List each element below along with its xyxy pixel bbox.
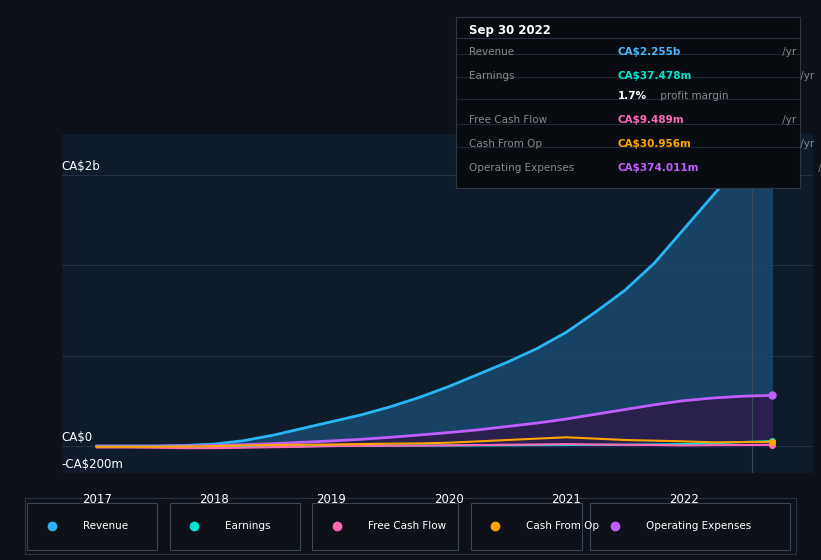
Text: Operating Expenses: Operating Expenses bbox=[470, 163, 575, 173]
Text: Operating Expenses: Operating Expenses bbox=[646, 521, 751, 531]
Text: CA$2b: CA$2b bbox=[62, 160, 100, 173]
Text: Earnings: Earnings bbox=[470, 71, 515, 81]
Text: 2018: 2018 bbox=[200, 493, 229, 506]
Text: 2019: 2019 bbox=[317, 493, 346, 506]
Text: CA$374.011m: CA$374.011m bbox=[617, 163, 699, 173]
Text: /yr: /yr bbox=[779, 115, 796, 125]
Text: Free Cash Flow: Free Cash Flow bbox=[470, 115, 548, 125]
Text: /yr: /yr bbox=[797, 71, 814, 81]
Text: 2021: 2021 bbox=[552, 493, 581, 506]
Text: -CA$200m: -CA$200m bbox=[62, 458, 123, 471]
Text: 2022: 2022 bbox=[669, 493, 699, 506]
Text: Cash From Op: Cash From Op bbox=[470, 139, 543, 149]
Text: Earnings: Earnings bbox=[225, 521, 271, 531]
Text: Sep 30 2022: Sep 30 2022 bbox=[470, 25, 552, 38]
Text: /yr: /yr bbox=[815, 163, 821, 173]
Text: Revenue: Revenue bbox=[470, 47, 515, 57]
Text: Revenue: Revenue bbox=[83, 521, 127, 531]
Text: 2020: 2020 bbox=[434, 493, 464, 506]
Text: CA$9.489m: CA$9.489m bbox=[617, 115, 685, 125]
Text: profit margin: profit margin bbox=[658, 91, 729, 101]
Text: Cash From Op: Cash From Op bbox=[526, 521, 599, 531]
Text: 2017: 2017 bbox=[82, 493, 112, 506]
Text: /yr: /yr bbox=[779, 47, 796, 57]
Text: CA$37.478m: CA$37.478m bbox=[617, 71, 692, 81]
Text: Free Cash Flow: Free Cash Flow bbox=[368, 521, 446, 531]
Text: /yr: /yr bbox=[797, 139, 814, 149]
Text: CA$0: CA$0 bbox=[62, 431, 93, 444]
Text: CA$2.255b: CA$2.255b bbox=[617, 47, 681, 57]
Text: 1.7%: 1.7% bbox=[617, 91, 647, 101]
Text: CA$30.956m: CA$30.956m bbox=[617, 139, 691, 149]
